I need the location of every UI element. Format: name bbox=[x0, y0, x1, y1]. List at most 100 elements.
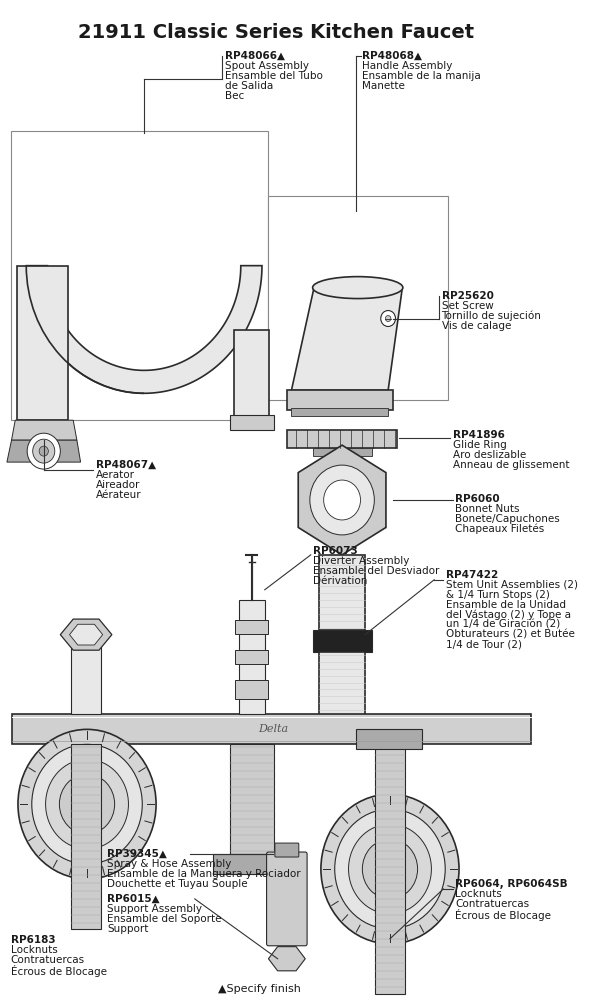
FancyBboxPatch shape bbox=[266, 852, 307, 946]
Circle shape bbox=[349, 824, 432, 913]
Polygon shape bbox=[7, 441, 80, 462]
Polygon shape bbox=[60, 619, 112, 650]
Text: Bonete/Capuchones: Bonete/Capuchones bbox=[455, 514, 560, 524]
Polygon shape bbox=[291, 286, 402, 390]
Text: Support: Support bbox=[107, 924, 148, 934]
Text: Support Assembly: Support Assembly bbox=[107, 903, 202, 913]
Text: del Vástago (2) y Tope a: del Vástago (2) y Tope a bbox=[446, 610, 571, 621]
Text: 21911 Classic Series Kitchen Faucet: 21911 Classic Series Kitchen Faucet bbox=[77, 23, 474, 42]
Text: & 1/4 Turn Stops (2): & 1/4 Turn Stops (2) bbox=[446, 590, 550, 600]
Text: de Salida: de Salida bbox=[225, 81, 274, 92]
Text: Spray & Hose Assembly: Spray & Hose Assembly bbox=[107, 859, 232, 869]
Circle shape bbox=[362, 839, 418, 899]
FancyBboxPatch shape bbox=[287, 390, 393, 410]
FancyBboxPatch shape bbox=[234, 331, 269, 421]
Text: Douchette et Tuyau Souple: Douchette et Tuyau Souple bbox=[107, 879, 248, 889]
Text: Manette: Manette bbox=[362, 81, 405, 92]
Text: Locknuts: Locknuts bbox=[455, 889, 502, 899]
Text: Tornillo de sujeción: Tornillo de sujeción bbox=[442, 311, 541, 321]
Text: RP6064, RP6064SB: RP6064, RP6064SB bbox=[455, 879, 568, 889]
FancyBboxPatch shape bbox=[239, 600, 265, 714]
FancyBboxPatch shape bbox=[291, 408, 388, 416]
Text: RP41896: RP41896 bbox=[452, 431, 504, 441]
Text: Spout Assembly: Spout Assembly bbox=[225, 61, 309, 71]
Circle shape bbox=[33, 440, 55, 463]
FancyBboxPatch shape bbox=[313, 630, 372, 652]
Polygon shape bbox=[268, 947, 305, 971]
Text: Stem Unit Assemblies (2): Stem Unit Assemblies (2) bbox=[446, 579, 578, 590]
Text: RP39345▲: RP39345▲ bbox=[107, 849, 167, 859]
Circle shape bbox=[45, 760, 129, 849]
Circle shape bbox=[60, 775, 114, 834]
FancyBboxPatch shape bbox=[305, 716, 377, 736]
Text: Set Screw: Set Screw bbox=[442, 301, 493, 311]
Text: Ensamble de la Unidad: Ensamble de la Unidad bbox=[446, 600, 566, 610]
Text: Aireador: Aireador bbox=[96, 480, 141, 490]
FancyBboxPatch shape bbox=[356, 729, 422, 749]
Text: RP6015▲: RP6015▲ bbox=[107, 894, 160, 904]
Text: Dérivation: Dérivation bbox=[313, 575, 367, 585]
Circle shape bbox=[321, 794, 459, 944]
Polygon shape bbox=[11, 421, 77, 441]
Text: Ensamble del Desviador: Ensamble del Desviador bbox=[313, 565, 439, 575]
Circle shape bbox=[381, 311, 396, 327]
Text: Écrous de Blocage: Écrous de Blocage bbox=[11, 965, 107, 977]
Circle shape bbox=[39, 446, 48, 456]
FancyBboxPatch shape bbox=[235, 620, 268, 634]
Text: Locknuts: Locknuts bbox=[11, 945, 57, 955]
Text: RP6183: RP6183 bbox=[11, 935, 55, 945]
Circle shape bbox=[386, 316, 391, 322]
Text: 1/4 de Tour (2): 1/4 de Tour (2) bbox=[446, 640, 522, 650]
Text: Écrous de Blocage: Écrous de Blocage bbox=[455, 908, 551, 920]
FancyBboxPatch shape bbox=[275, 843, 299, 857]
Text: RP6073: RP6073 bbox=[313, 546, 358, 556]
Text: Diverter Assembly: Diverter Assembly bbox=[313, 556, 409, 565]
FancyBboxPatch shape bbox=[268, 196, 448, 400]
FancyBboxPatch shape bbox=[235, 650, 268, 664]
Text: RP25620: RP25620 bbox=[442, 291, 493, 301]
FancyBboxPatch shape bbox=[235, 679, 268, 699]
Text: Contratuercas: Contratuercas bbox=[455, 899, 529, 908]
Circle shape bbox=[335, 809, 445, 929]
Text: Obturateurs (2) et Butée: Obturateurs (2) et Butée bbox=[446, 630, 575, 640]
Text: Ensamble del Soporte: Ensamble del Soporte bbox=[107, 913, 222, 924]
Circle shape bbox=[377, 855, 403, 883]
Circle shape bbox=[18, 729, 156, 879]
Text: Ensamble del Tubo: Ensamble del Tubo bbox=[225, 71, 323, 81]
Text: Ensamble de la Manguera y Rociador: Ensamble de la Manguera y Rociador bbox=[107, 869, 301, 879]
Circle shape bbox=[27, 434, 60, 469]
Text: ▲Specify finish: ▲Specify finish bbox=[218, 984, 300, 994]
Text: RP48066▲: RP48066▲ bbox=[225, 51, 285, 61]
Text: Ensamble de la manija: Ensamble de la manija bbox=[362, 71, 481, 81]
Text: Chapeaux Filetés: Chapeaux Filetés bbox=[455, 524, 545, 534]
Circle shape bbox=[310, 465, 374, 535]
FancyBboxPatch shape bbox=[17, 266, 68, 421]
Text: Delta: Delta bbox=[258, 724, 288, 734]
Text: RP48067▲: RP48067▲ bbox=[96, 460, 156, 470]
Text: RP6060: RP6060 bbox=[455, 494, 500, 504]
FancyBboxPatch shape bbox=[319, 652, 365, 716]
FancyBboxPatch shape bbox=[213, 854, 291, 874]
Polygon shape bbox=[70, 625, 103, 645]
FancyBboxPatch shape bbox=[72, 630, 101, 714]
Polygon shape bbox=[13, 714, 531, 744]
Circle shape bbox=[74, 790, 100, 818]
FancyBboxPatch shape bbox=[229, 415, 274, 431]
Text: Vis de calage: Vis de calage bbox=[442, 321, 511, 331]
FancyBboxPatch shape bbox=[72, 744, 101, 929]
FancyBboxPatch shape bbox=[313, 448, 371, 456]
Text: Aro deslizable: Aro deslizable bbox=[452, 450, 526, 460]
Text: Contratuercas: Contratuercas bbox=[11, 955, 85, 965]
Text: Bonnet Nuts: Bonnet Nuts bbox=[455, 504, 520, 514]
Circle shape bbox=[324, 480, 361, 520]
Polygon shape bbox=[26, 266, 262, 393]
Text: RP48068▲: RP48068▲ bbox=[362, 51, 423, 61]
Text: Bec: Bec bbox=[225, 92, 244, 102]
Text: Handle Assembly: Handle Assembly bbox=[362, 61, 453, 71]
FancyBboxPatch shape bbox=[287, 431, 398, 448]
FancyBboxPatch shape bbox=[375, 744, 405, 994]
Polygon shape bbox=[298, 446, 386, 555]
Text: Aerator: Aerator bbox=[96, 470, 135, 480]
Ellipse shape bbox=[313, 277, 403, 299]
FancyBboxPatch shape bbox=[229, 744, 274, 854]
